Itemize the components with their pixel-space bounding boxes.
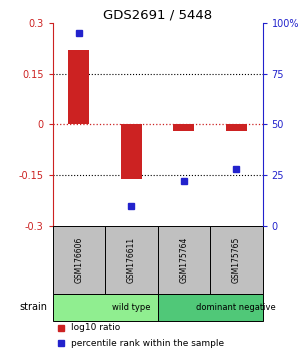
Text: GSM176611: GSM176611 (127, 237, 136, 283)
Bar (121, 125, 142, 179)
Bar (173, 125, 194, 131)
Bar (210, 226, 262, 293)
Text: GSM175765: GSM175765 (232, 236, 241, 283)
Bar (52, 226, 105, 293)
Bar (226, 125, 247, 131)
Bar (52, 293, 158, 321)
Bar (158, 293, 262, 321)
Text: strain: strain (19, 302, 47, 312)
Text: log10 ratio: log10 ratio (71, 323, 121, 332)
Text: GSM176606: GSM176606 (74, 236, 83, 283)
Bar (158, 226, 210, 293)
Text: percentile rank within the sample: percentile rank within the sample (71, 339, 224, 348)
Text: wild type: wild type (112, 303, 151, 312)
Bar (105, 226, 158, 293)
Bar (68, 50, 89, 125)
Text: dominant negative: dominant negative (196, 303, 276, 312)
Text: GSM175764: GSM175764 (179, 236, 188, 283)
Title: GDS2691 / 5448: GDS2691 / 5448 (103, 9, 212, 22)
